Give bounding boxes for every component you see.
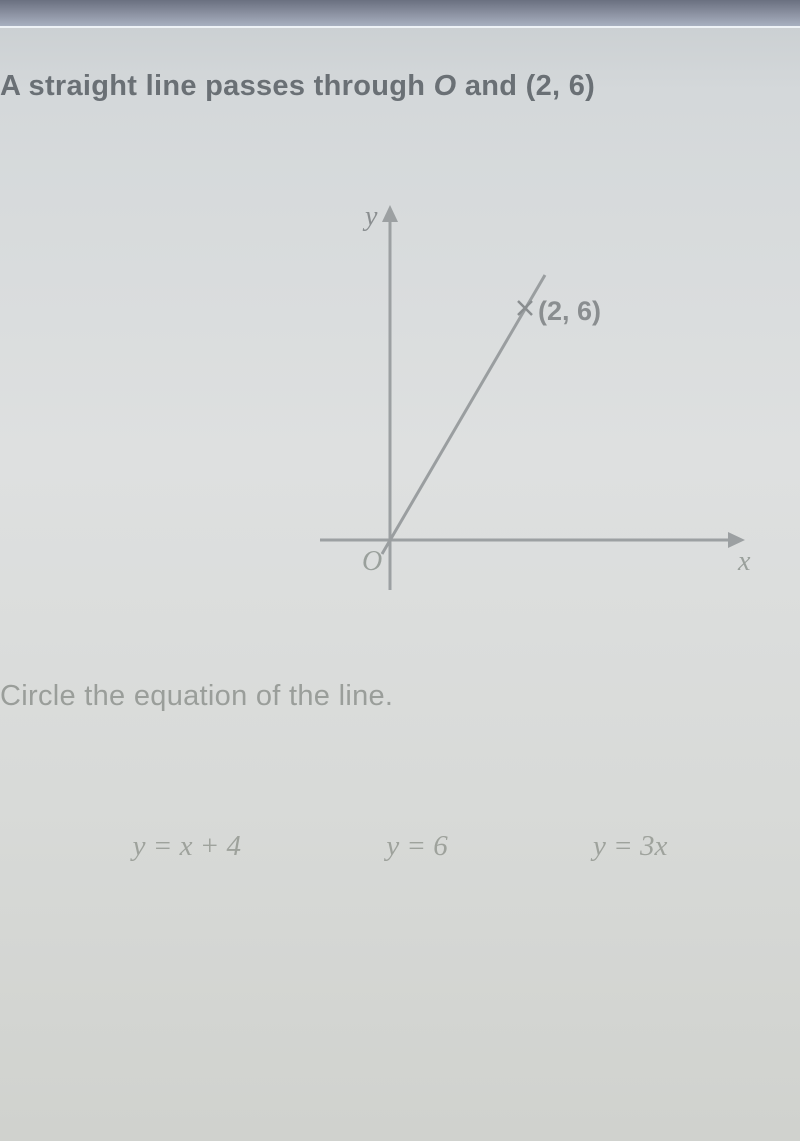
question-middle: and: [456, 70, 525, 102]
question-point: (2, 6): [526, 70, 596, 102]
point-marker: [518, 301, 532, 315]
origin-symbol: O: [434, 70, 457, 102]
graph: y x O (2, 6): [280, 200, 760, 600]
y-axis-arrow: [382, 205, 398, 222]
question-text: A straight line passes through O and (2,…: [0, 70, 595, 103]
option-1[interactable]: y = x + 4: [133, 830, 241, 863]
window-top-bar: [0, 0, 800, 28]
option-1-text: y = x + 4: [133, 830, 241, 862]
y-axis-label: y: [362, 201, 378, 232]
plotted-line: [382, 275, 545, 554]
option-3[interactable]: y = 3x: [593, 830, 667, 863]
origin-label: O: [362, 546, 382, 577]
instruction-text: Circle the equation of the line.: [0, 680, 393, 713]
x-axis-label: x: [737, 546, 751, 577]
graph-svg: y x O (2, 6): [280, 200, 760, 600]
option-3-text: y = 3x: [593, 830, 667, 862]
option-2-text: y = 6: [386, 830, 447, 862]
option-2[interactable]: y = 6: [386, 830, 447, 863]
question-prefix: A straight line passes through: [0, 70, 434, 102]
point-label: (2, 6): [538, 296, 601, 326]
options-row: y = x + 4 y = 6 y = 3x: [0, 830, 800, 863]
